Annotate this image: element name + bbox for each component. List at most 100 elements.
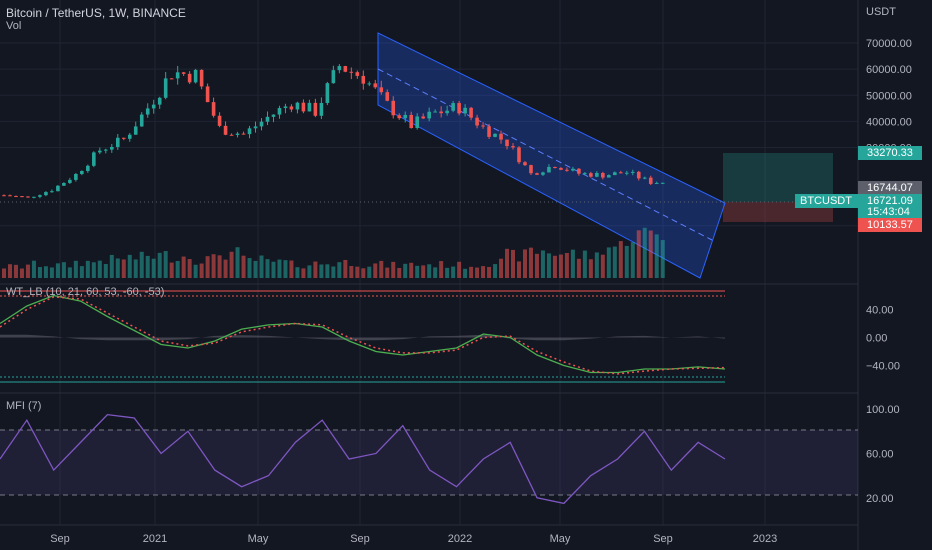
candle-body[interactable] <box>109 146 114 150</box>
candle-body[interactable] <box>439 111 443 114</box>
candle-body[interactable] <box>559 168 563 170</box>
candle-body[interactable] <box>104 149 108 151</box>
candle-body[interactable] <box>163 78 168 98</box>
position-target-zone[interactable] <box>723 153 833 202</box>
candle-body[interactable] <box>38 195 42 197</box>
candle-body[interactable] <box>403 114 408 119</box>
candle-body[interactable] <box>391 100 396 116</box>
candle-body[interactable] <box>529 165 533 174</box>
candle-body[interactable] <box>74 173 78 180</box>
candle-body[interactable] <box>475 117 479 126</box>
candle-body[interactable] <box>636 171 641 179</box>
candle-body[interactable] <box>589 173 593 177</box>
candle-body[interactable] <box>229 134 234 136</box>
candle-body[interactable] <box>541 172 545 175</box>
candle-body[interactable] <box>583 173 587 175</box>
candle-body[interactable] <box>642 177 647 179</box>
candle-body[interactable] <box>487 126 491 137</box>
candle-body[interactable] <box>385 92 390 101</box>
candle-body[interactable] <box>151 104 156 109</box>
candle-body[interactable] <box>211 102 216 116</box>
candle-body[interactable] <box>619 172 623 174</box>
candlestick-series[interactable] <box>2 64 665 199</box>
candle-body[interactable] <box>523 162 527 166</box>
candle-body[interactable] <box>373 83 378 88</box>
candle-body[interactable] <box>607 175 611 178</box>
candle-body[interactable] <box>397 115 402 119</box>
candle-body[interactable] <box>8 195 12 197</box>
candle-body[interactable] <box>463 107 467 114</box>
candle-body[interactable] <box>187 73 192 83</box>
candle-body[interactable] <box>175 72 180 79</box>
candle-body[interactable] <box>26 196 30 198</box>
candle-body[interactable] <box>139 114 144 127</box>
candle-body[interactable] <box>367 83 372 85</box>
symbol-badge[interactable]: BTCUSDT <box>795 194 858 208</box>
candle-body[interactable] <box>379 87 384 93</box>
mfi-line[interactable] <box>0 413 726 505</box>
candle-body[interactable] <box>660 182 665 184</box>
candle-body[interactable] <box>157 97 162 105</box>
candle-body[interactable] <box>553 166 557 169</box>
candle-body[interactable] <box>68 179 72 183</box>
candle-body[interactable] <box>121 137 126 139</box>
candle-body[interactable] <box>145 108 150 115</box>
candle-body[interactable] <box>217 115 222 126</box>
candle-body[interactable] <box>349 71 354 73</box>
candle-body[interactable] <box>325 83 330 103</box>
candle-body[interactable] <box>289 106 294 110</box>
symbol-title[interactable]: Bitcoin / TetherUS, 1W, BINANCE <box>6 6 186 20</box>
candle-body[interactable] <box>44 192 48 196</box>
candle-body[interactable] <box>409 114 414 128</box>
candle-body[interactable] <box>259 121 264 127</box>
candle-body[interactable] <box>265 116 270 122</box>
candle-body[interactable] <box>648 177 653 184</box>
candle-body[interactable] <box>271 114 276 117</box>
candle-body[interactable] <box>630 171 635 173</box>
candle-body[interactable] <box>535 173 539 175</box>
candle-body[interactable] <box>613 172 617 176</box>
candle-body[interactable] <box>80 170 84 174</box>
candle-body[interactable] <box>295 102 300 110</box>
candle-body[interactable] <box>517 147 521 163</box>
time-axis[interactable]: Sep 2021 May Sep 2022 May Sep 2023 <box>50 533 777 545</box>
candle-body[interactable] <box>355 72 360 76</box>
candle-body[interactable] <box>127 134 132 139</box>
candle-body[interactable] <box>337 66 342 71</box>
candle-body[interactable] <box>241 133 246 135</box>
candle-body[interactable] <box>301 102 306 112</box>
candle-body[interactable] <box>181 72 186 74</box>
candle-body[interactable] <box>199 69 204 87</box>
candle-body[interactable] <box>445 110 449 114</box>
candle-body[interactable] <box>595 173 599 177</box>
candle-body[interactable] <box>86 165 90 171</box>
candle-body[interactable] <box>499 133 503 140</box>
candle-body[interactable] <box>421 116 425 119</box>
candle-body[interactable] <box>98 150 102 153</box>
candle-body[interactable] <box>277 108 282 115</box>
candle-body[interactable] <box>62 182 66 186</box>
candle-body[interactable] <box>307 102 312 112</box>
wt-label[interactable]: WT_LB (10, 21, 60, 53, -60, -53) <box>6 286 165 298</box>
candle-body[interactable] <box>32 196 36 198</box>
candle-body[interactable] <box>313 102 318 116</box>
candle-body[interactable] <box>601 173 605 178</box>
candle-body[interactable] <box>624 172 629 174</box>
candle-body[interactable] <box>565 169 569 171</box>
candle-body[interactable] <box>50 191 54 193</box>
candle-body[interactable] <box>547 166 551 173</box>
candle-body[interactable] <box>361 75 366 84</box>
candle-body[interactable] <box>2 195 6 197</box>
candle-body[interactable] <box>20 196 24 198</box>
candle-body[interactable] <box>205 86 210 103</box>
mfi-series-line[interactable] <box>0 413 726 505</box>
candle-body[interactable] <box>433 111 437 113</box>
candle-body[interactable] <box>415 116 419 128</box>
descending-channel[interactable] <box>377 32 726 279</box>
candle-body[interactable] <box>283 106 288 109</box>
mfi-label[interactable]: MFI (7) <box>6 400 42 412</box>
candle-body[interactable] <box>577 168 581 174</box>
candle-body[interactable] <box>654 182 659 184</box>
candle-body[interactable] <box>253 126 258 129</box>
candle-body[interactable] <box>571 168 575 171</box>
